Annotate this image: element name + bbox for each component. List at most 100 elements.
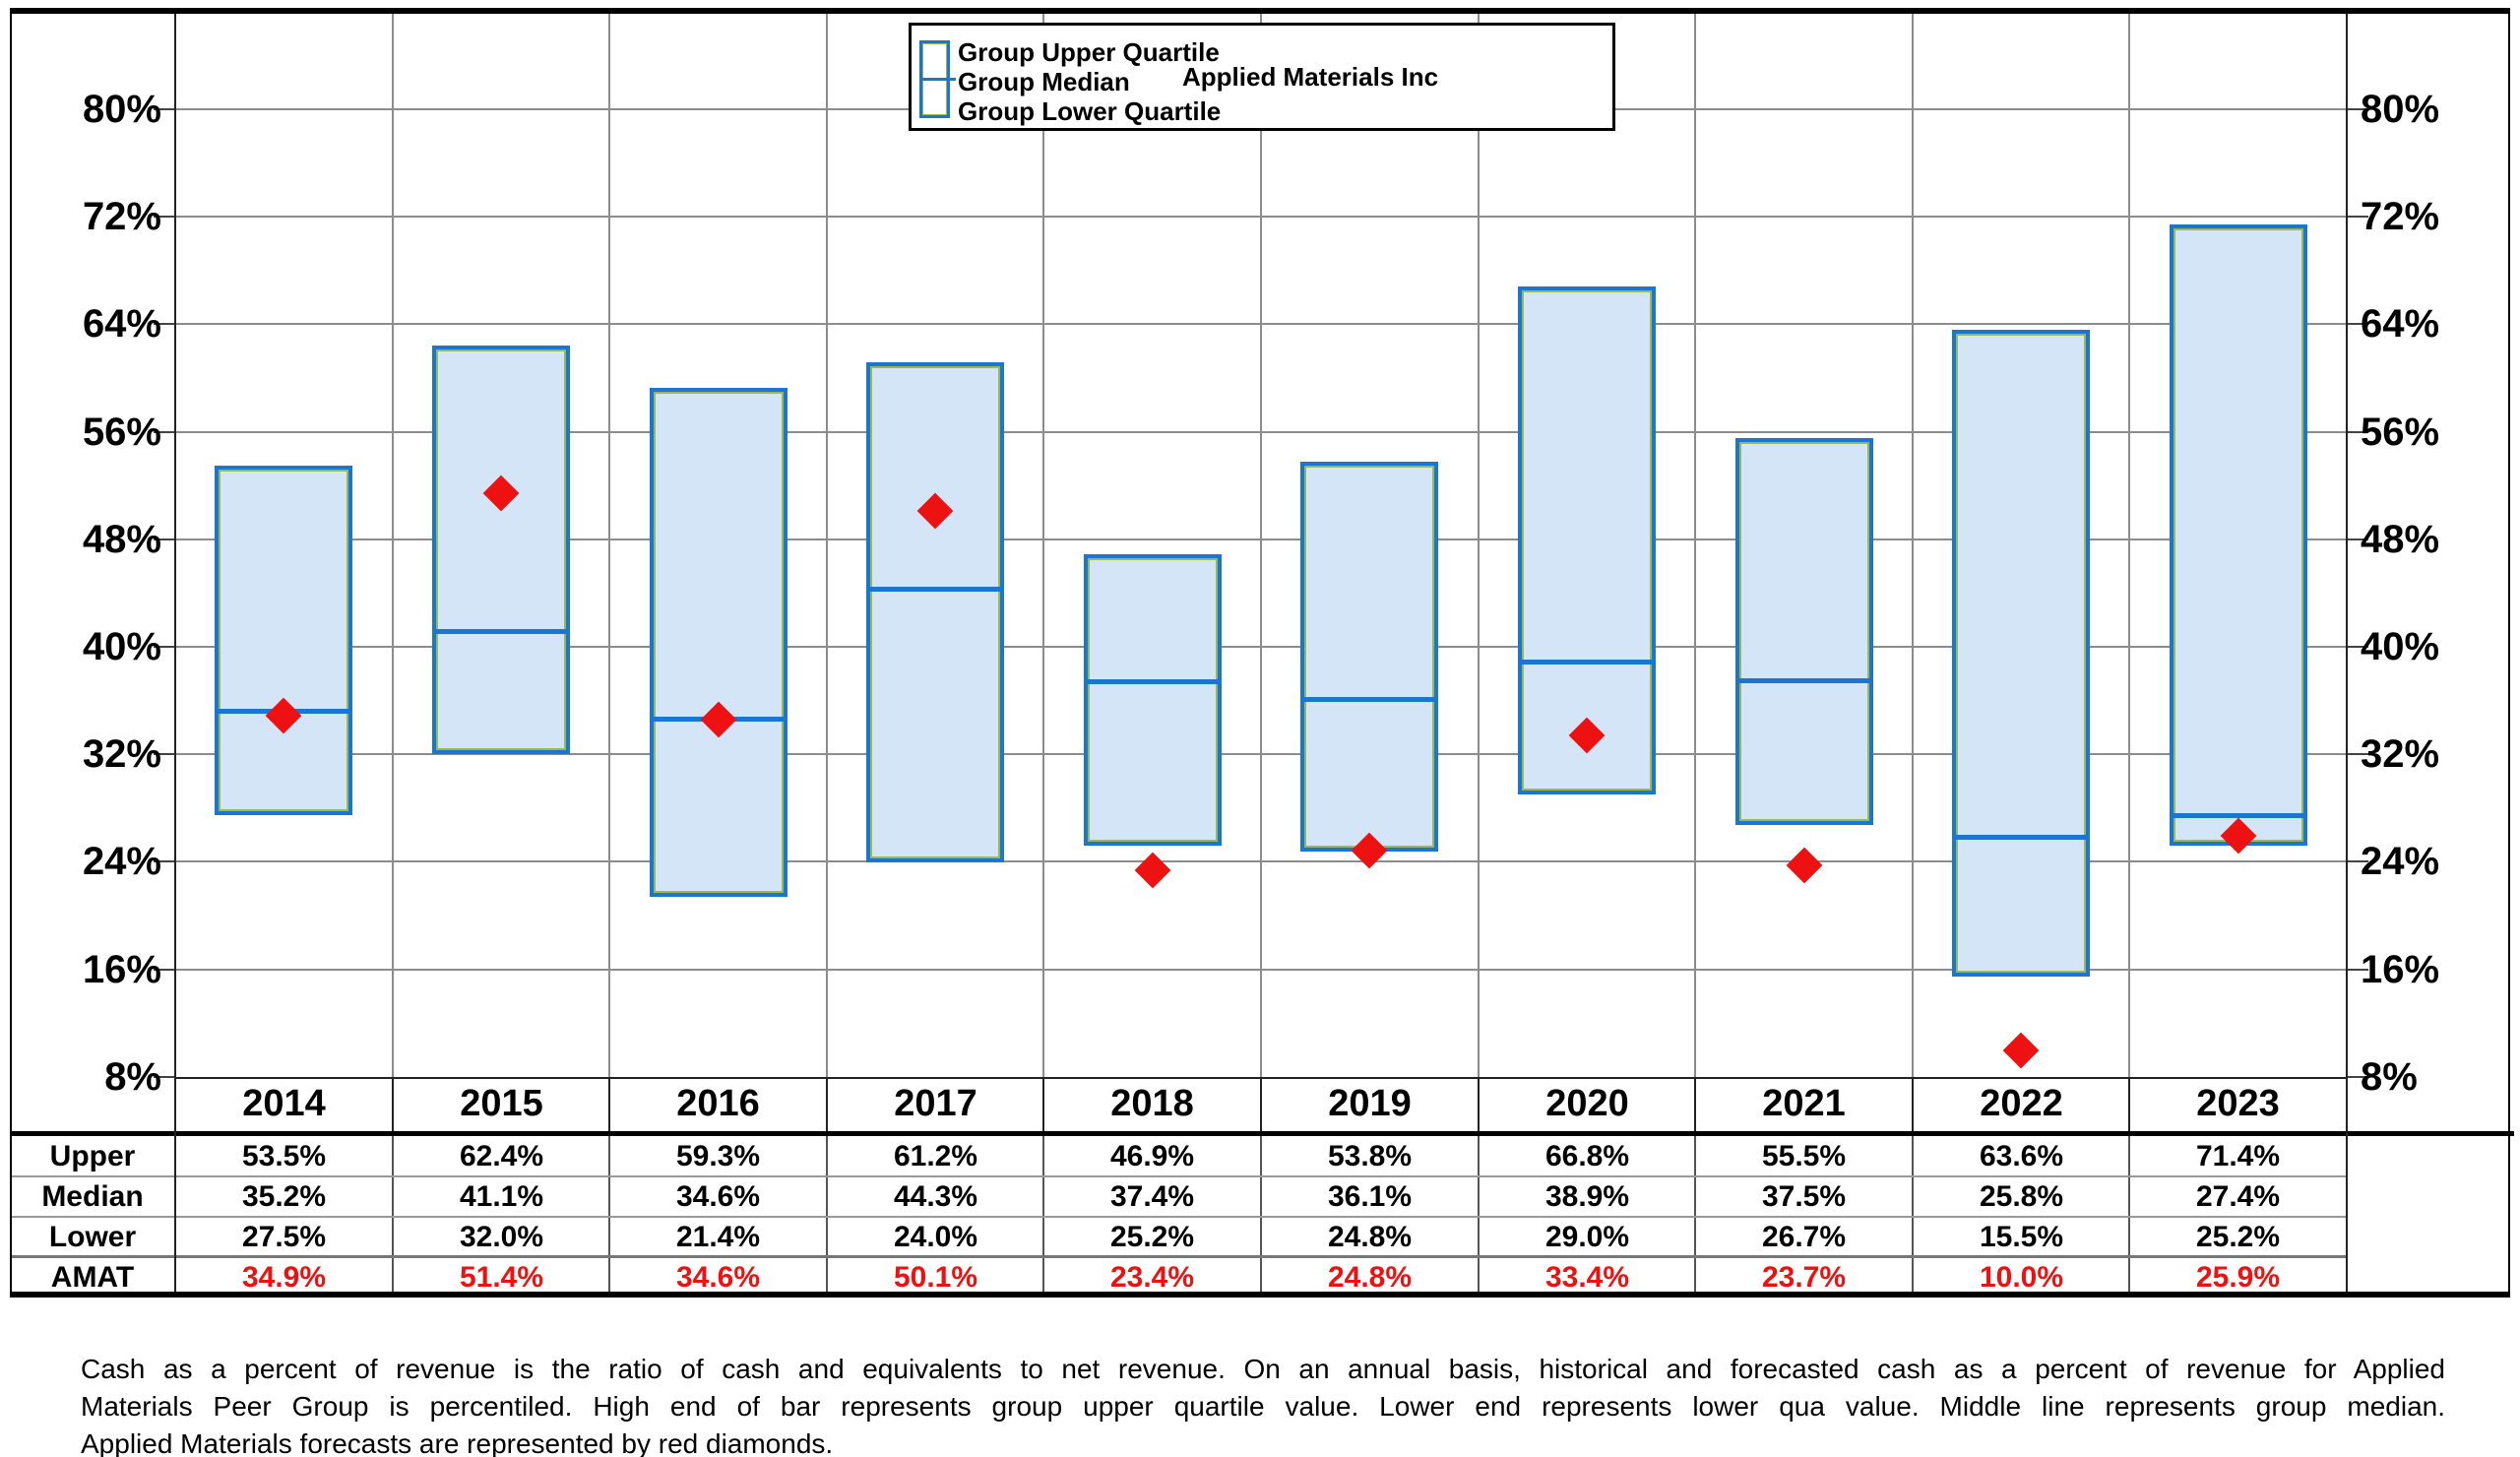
quartile-bar-2020 <box>1518 286 1656 794</box>
tick-left-56 <box>154 431 175 433</box>
legend-bar-labels: Group Upper Quartile Group Median Group … <box>958 37 1221 126</box>
table-separator-h-2 <box>10 1216 2347 1218</box>
year-separator-1 <box>392 1077 394 1131</box>
x-axis-year-2021: 2021 <box>1762 1083 1846 1124</box>
tick-right-56 <box>2347 431 2368 433</box>
table-cell-upper-2015: 62.4% <box>459 1140 544 1172</box>
table-cell-lower-2019: 24.8% <box>1327 1221 1413 1253</box>
table-cell-median-2018: 37.4% <box>1109 1180 1195 1213</box>
quartile-bar-2022 <box>1952 330 2090 977</box>
table-cell-lower-2016: 21.4% <box>675 1221 761 1253</box>
legend-median-label: Group Median <box>958 67 1130 96</box>
median-line-2023 <box>2170 813 2307 818</box>
tick-left-64 <box>154 323 175 325</box>
legend-median-divider <box>919 78 956 81</box>
caption-line-2: Materials Peer Group is percentiled. Hig… <box>81 1391 2445 1422</box>
legend-lower-quartile-label: Group Lower Quartile <box>958 96 1222 126</box>
y-axis-label-right-16: 16% <box>2361 948 2440 991</box>
y-axis-label-right-64: 64% <box>2361 302 2440 346</box>
year-separator-6 <box>1478 1077 1480 1131</box>
table-separator-h-1 <box>10 1175 2347 1177</box>
x-axis-year-2017: 2017 <box>894 1083 977 1124</box>
table-cell-lower-2020: 29.0% <box>1544 1221 1630 1253</box>
table-cell-upper-2021: 55.5% <box>1761 1140 1847 1172</box>
table-cell-lower-2018: 25.2% <box>1109 1221 1195 1253</box>
table-cell-lower-2015: 32.0% <box>459 1221 544 1253</box>
table-cell-upper-2022: 63.6% <box>1979 1140 2064 1172</box>
y-axis-label-right-8: 8% <box>2361 1055 2418 1099</box>
legend-upper-quartile-label: Group Upper Quartile <box>958 37 1220 67</box>
quartile-bar-2021 <box>1735 438 1873 825</box>
year-separator-3 <box>826 1077 828 1131</box>
amat-diamond-2021 <box>1786 847 1823 884</box>
table-row-label-amat: AMAT <box>50 1261 135 1294</box>
table-cell-median-2023: 27.4% <box>2195 1180 2281 1213</box>
tick-right-72 <box>2347 216 2368 218</box>
median-line-2021 <box>1735 678 1873 683</box>
year-separator-4 <box>1042 1077 1044 1131</box>
table-cell-upper-2023: 71.4% <box>2195 1140 2281 1172</box>
gridline-v-6 <box>1478 8 1480 1077</box>
quartile-bar-2015 <box>432 346 570 754</box>
legend-diamond-label: Applied Materials Inc <box>1182 61 1439 92</box>
table-cell-upper-2018: 46.9% <box>1109 1140 1195 1172</box>
y-axis-label-right-72: 72% <box>2361 195 2440 238</box>
y-axis-label-right-32: 32% <box>2361 732 2440 776</box>
legend-box: Group Upper Quartile Group Median Group … <box>909 23 1615 131</box>
tick-left-32 <box>154 753 175 755</box>
table-cell-median-2019: 36.1% <box>1327 1180 1413 1213</box>
gridline-v-4 <box>1042 8 1044 1077</box>
tick-right-8 <box>2347 1076 2368 1078</box>
x-axis-year-2022: 2022 <box>1980 1083 2063 1124</box>
caption-line-3: Applied Materials forecasts are represen… <box>81 1428 834 1457</box>
table-cell-lower-2017: 24.0% <box>893 1221 978 1253</box>
table-cell-lower-2021: 26.7% <box>1761 1221 1847 1253</box>
table-cell-median-2021: 37.5% <box>1761 1180 1847 1213</box>
tick-left-72 <box>154 216 175 218</box>
plot-right-border <box>2346 8 2348 1298</box>
y-axis-label-left-8: 8% <box>104 1055 161 1099</box>
table-cell-upper-2017: 61.2% <box>893 1140 978 1172</box>
table-cell-median-2017: 44.3% <box>893 1180 978 1213</box>
tick-right-80 <box>2347 108 2368 110</box>
table-row-label-upper: Upper <box>49 1140 136 1172</box>
y-axis-label-right-48: 48% <box>2361 518 2440 561</box>
median-line-2020 <box>1518 660 1656 665</box>
x-axis-year-2015: 2015 <box>460 1083 543 1124</box>
y-axis-label-left-72: 72% <box>82 195 161 238</box>
year-separator-9 <box>2128 1077 2130 1131</box>
table-separator-h-3 <box>10 1255 2347 1258</box>
gridline-v-1 <box>392 8 394 1077</box>
table-cell-amat-2017: 50.1% <box>893 1261 978 1294</box>
tick-right-32 <box>2347 753 2368 755</box>
table-cell-median-2014: 35.2% <box>241 1180 327 1213</box>
median-line-2018 <box>1084 679 1222 684</box>
table-cell-amat-2018: 23.4% <box>1109 1261 1195 1294</box>
x-axis-year-2018: 2018 <box>1110 1083 1194 1124</box>
gridline-v-5 <box>1260 8 1262 1077</box>
table-cell-amat-2021: 23.7% <box>1761 1261 1847 1294</box>
y-axis-label-left-56: 56% <box>82 411 161 454</box>
x-axis-year-2019: 2019 <box>1328 1083 1412 1124</box>
gridline-v-2 <box>608 8 610 1077</box>
y-axis-label-left-64: 64% <box>82 302 161 346</box>
plot-left-border <box>174 8 176 1298</box>
table-cell-amat-2022: 10.0% <box>1979 1261 2064 1294</box>
table-cell-amat-2014: 34.9% <box>241 1261 327 1294</box>
y-axis-label-right-80: 80% <box>2361 88 2440 131</box>
y-axis-label-left-40: 40% <box>82 625 161 668</box>
y-axis-label-left-32: 32% <box>82 732 161 776</box>
quartile-bar-2019 <box>1300 462 1438 852</box>
table-row-label-lower: Lower <box>48 1221 137 1253</box>
table-row-label-median: Median <box>41 1180 144 1213</box>
gridline-v-8 <box>1912 8 1914 1077</box>
tick-left-24 <box>154 860 175 862</box>
year-separator-8 <box>1912 1077 1914 1131</box>
table-cell-median-2015: 41.1% <box>459 1180 544 1213</box>
y-axis-label-left-16: 16% <box>82 948 161 991</box>
quartile-bar-2016 <box>650 388 788 897</box>
y-axis-label-right-56: 56% <box>2361 411 2440 454</box>
tick-left-8 <box>154 1076 175 1078</box>
